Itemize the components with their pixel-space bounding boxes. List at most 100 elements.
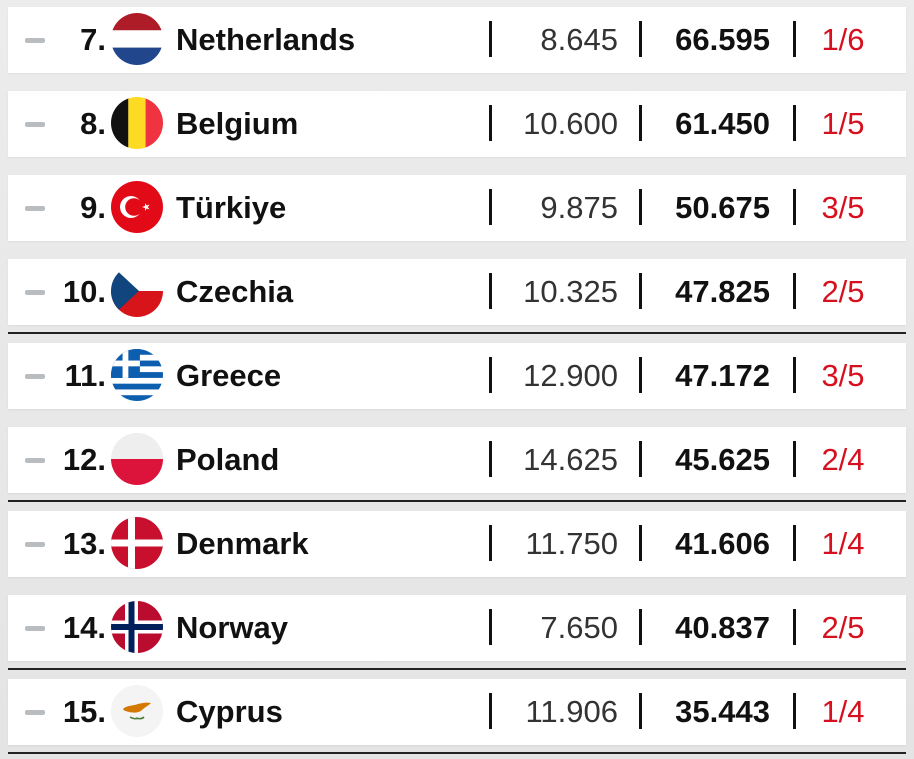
value-2: 40.837 — [675, 610, 770, 645]
country-name: Denmark — [176, 526, 309, 561]
column-separator — [793, 21, 796, 57]
country-name: Greece — [176, 358, 282, 393]
column-separator — [793, 273, 796, 309]
trend-neutral-icon — [25, 542, 45, 547]
column-separator — [489, 105, 492, 141]
value-2: 41.606 — [675, 526, 770, 561]
table-row: 13. Denmark 11.750 41.606 1/4 — [8, 511, 906, 577]
group-divider — [8, 500, 906, 502]
value-2: 35.443 — [675, 694, 770, 729]
country-name: Belgium — [176, 106, 299, 141]
country-name: Netherlands — [176, 22, 356, 57]
value-2: 66.595 — [675, 22, 770, 57]
trend-neutral-icon — [25, 290, 45, 295]
ratio: 1/5 — [821, 106, 865, 141]
czechia-flag-icon — [111, 265, 163, 317]
greece-flag-icon — [111, 349, 163, 401]
column-separator — [489, 189, 492, 225]
column-separator — [489, 21, 492, 57]
group-divider — [8, 332, 906, 334]
column-separator — [639, 693, 642, 729]
column-separator — [489, 525, 492, 561]
value-1: 9.875 — [540, 190, 618, 225]
value-2: 61.450 — [675, 106, 770, 141]
denmark-flag-icon — [111, 517, 163, 569]
ratio: 1/4 — [821, 694, 865, 729]
rank: 12. — [62, 442, 106, 477]
value-1: 10.325 — [523, 274, 618, 309]
column-separator — [793, 189, 796, 225]
country-name: Poland — [176, 442, 280, 477]
netherlands-flag-icon — [111, 13, 163, 65]
value-1: 12.900 — [523, 358, 618, 393]
rank: 14. — [62, 610, 106, 645]
rank: 9. — [80, 190, 106, 225]
trend-neutral-icon — [25, 626, 45, 631]
ratio: 2/5 — [821, 610, 865, 645]
trend-neutral-icon — [25, 206, 45, 211]
cyprus-flag-icon — [111, 685, 163, 737]
norway-flag-icon — [111, 601, 163, 653]
table-row: 14. Norway 7.650 40.837 2/5 — [8, 595, 906, 661]
column-separator — [793, 609, 796, 645]
rank: 11. — [64, 358, 106, 393]
table-row: 11. Greece 12.900 47.172 3/5 — [8, 343, 906, 409]
column-separator — [639, 357, 642, 393]
rank: 7. — [80, 22, 106, 57]
trend-neutral-icon — [25, 38, 45, 43]
rank: 13. — [62, 526, 106, 561]
column-separator — [639, 609, 642, 645]
value-1: 8.645 — [540, 22, 618, 57]
country-name: Cyprus — [176, 694, 283, 729]
table-row: 15. Cyprus 11.906 35.443 1/4 — [8, 679, 906, 745]
rank: 10. — [62, 274, 106, 309]
country-name: Czechia — [176, 274, 294, 309]
column-separator — [489, 609, 492, 645]
column-separator — [639, 525, 642, 561]
table-row: 8. Belgium 10.600 61.450 1/5 — [8, 91, 906, 157]
column-separator — [639, 273, 642, 309]
table-row: 7. Netherlands 8.645 66.595 1/6 — [8, 7, 906, 73]
column-separator — [793, 357, 796, 393]
trend-neutral-icon — [25, 374, 45, 379]
column-separator — [639, 21, 642, 57]
ratio: 1/6 — [821, 22, 865, 57]
value-1: 7.650 — [540, 610, 618, 645]
rank: 8. — [80, 106, 106, 141]
table-row: 12. Poland 14.625 45.625 2/4 — [8, 427, 906, 493]
ratio: 3/5 — [821, 190, 865, 225]
column-separator — [793, 525, 796, 561]
group-divider — [8, 752, 906, 754]
column-separator — [639, 189, 642, 225]
trend-neutral-icon — [25, 710, 45, 715]
ratio: 1/4 — [821, 526, 865, 561]
column-separator — [639, 105, 642, 141]
value-1: 14.625 — [523, 442, 618, 477]
rank: 15. — [62, 694, 106, 729]
column-separator — [489, 693, 492, 729]
value-2: 47.172 — [675, 358, 770, 393]
value-1: 11.906 — [525, 694, 618, 729]
value-1: 10.600 — [523, 106, 618, 141]
column-separator — [489, 441, 492, 477]
value-2: 45.625 — [675, 442, 770, 477]
belgium-flag-icon — [111, 97, 163, 149]
ratio: 2/4 — [821, 442, 865, 477]
group-divider — [8, 668, 906, 670]
value-1: 11.750 — [525, 526, 618, 561]
column-separator — [793, 693, 796, 729]
trend-neutral-icon — [25, 458, 45, 463]
ratio: 2/5 — [821, 274, 865, 309]
column-separator — [639, 441, 642, 477]
country-name: Norway — [176, 610, 288, 645]
trend-neutral-icon — [25, 122, 45, 127]
turkiye-flag-icon — [111, 181, 163, 233]
column-separator — [793, 441, 796, 477]
poland-flag-icon — [111, 433, 163, 485]
value-2: 50.675 — [675, 190, 770, 225]
column-separator — [793, 105, 796, 141]
value-2: 47.825 — [675, 274, 770, 309]
table-row: 10. Czechia 10.325 47.825 2/5 — [8, 259, 906, 325]
table-row: 9. Türkiye 9.875 50.675 3/5 — [8, 175, 906, 241]
column-separator — [489, 273, 492, 309]
